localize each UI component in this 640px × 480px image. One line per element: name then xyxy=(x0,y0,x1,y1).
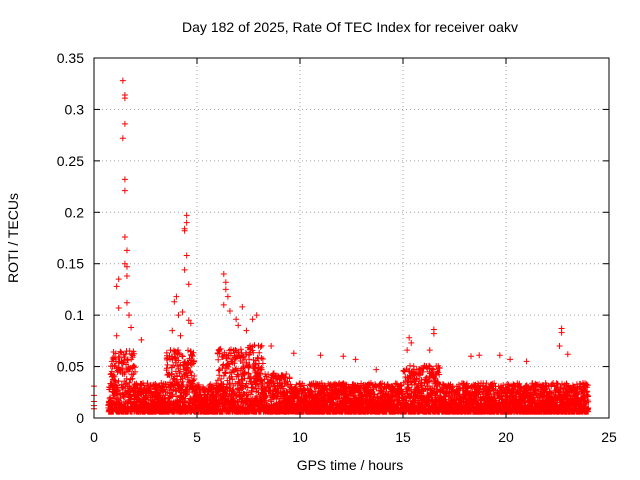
data-point xyxy=(115,304,122,311)
data-point xyxy=(121,187,128,194)
data-point xyxy=(126,312,133,319)
x-tick-label: 5 xyxy=(193,429,201,445)
data-point xyxy=(123,247,130,254)
data-point xyxy=(249,316,256,323)
data-point xyxy=(119,77,126,84)
data-point xyxy=(222,286,229,293)
y-tick-label: 0.15 xyxy=(57,256,84,272)
data-point xyxy=(183,219,190,226)
data-point xyxy=(183,252,190,259)
data-point xyxy=(115,276,122,283)
data-point xyxy=(173,293,180,300)
data-point xyxy=(123,263,130,270)
data-point xyxy=(564,351,571,358)
data-point xyxy=(239,303,246,310)
data-point xyxy=(185,317,192,324)
data-point xyxy=(476,352,483,359)
data-points xyxy=(91,77,571,412)
data-point xyxy=(467,353,474,360)
dense-marker-band xyxy=(105,342,592,415)
data-point xyxy=(290,350,297,357)
data-point xyxy=(406,334,413,341)
dense-data-band xyxy=(105,342,592,415)
data-point xyxy=(556,343,563,349)
data-point xyxy=(408,339,415,346)
data-point xyxy=(187,320,194,327)
y-tick-label: 0.1 xyxy=(65,307,85,323)
data-point xyxy=(175,312,182,319)
data-point xyxy=(121,176,128,183)
y-tick-label: 0.3 xyxy=(65,101,85,117)
data-point xyxy=(123,273,130,280)
data-point xyxy=(220,301,227,308)
data-point xyxy=(113,332,120,339)
data-point xyxy=(171,298,178,305)
y-tick-label: 0.05 xyxy=(57,359,84,375)
data-point xyxy=(181,227,188,234)
x-tick-label: 10 xyxy=(292,429,308,445)
data-point xyxy=(430,330,437,337)
data-point xyxy=(169,327,176,334)
data-point xyxy=(426,347,433,354)
data-point xyxy=(268,343,275,349)
data-point xyxy=(404,347,411,354)
data-point xyxy=(181,266,188,273)
data-point xyxy=(138,336,145,343)
data-point xyxy=(496,352,503,359)
data-point xyxy=(222,279,229,286)
data-point xyxy=(373,366,380,373)
data-point xyxy=(185,281,192,288)
data-point xyxy=(183,212,190,219)
y-tick-label: 0.25 xyxy=(57,153,84,169)
plot-frame xyxy=(93,57,610,419)
data-point xyxy=(224,293,231,300)
y-tick-label: 0.2 xyxy=(65,204,85,220)
x-tick-label: 0 xyxy=(90,429,98,445)
data-point xyxy=(233,316,240,323)
data-point xyxy=(523,358,530,365)
data-point xyxy=(121,233,128,240)
data-point xyxy=(179,309,186,316)
y-tick-label: 0.35 xyxy=(57,50,84,66)
data-point xyxy=(177,332,184,339)
y-tick-label: 0 xyxy=(76,410,84,426)
axis-ticks: 0 5 10 15 20 25 0 0.05 0.1 0.15 0.2 0.25 0.3 0.35 xyxy=(57,50,617,445)
data-point xyxy=(507,356,514,363)
data-point xyxy=(340,353,347,360)
data-point xyxy=(352,356,359,363)
data-point xyxy=(123,299,130,306)
data-point xyxy=(121,95,128,102)
data-point xyxy=(121,120,128,127)
data-point xyxy=(558,329,565,336)
grid-lines xyxy=(94,58,609,418)
data-point xyxy=(235,322,242,329)
data-point xyxy=(119,135,126,142)
data-point xyxy=(253,312,260,319)
data-point xyxy=(317,352,324,359)
data-point xyxy=(220,271,227,277)
chart-title: Day 182 of 2025, Rate Of TEC Index for r… xyxy=(182,19,518,35)
x-axis-label: GPS time / hours xyxy=(297,457,404,473)
data-point xyxy=(113,283,120,290)
x-tick-label: 15 xyxy=(395,429,411,445)
data-point xyxy=(226,308,233,315)
x-tick-label: 20 xyxy=(498,429,514,445)
x-tick-label: 25 xyxy=(601,429,617,445)
data-point xyxy=(121,260,128,267)
data-point xyxy=(128,324,135,331)
data-point xyxy=(243,327,250,334)
y-axis-label: ROTI / TECUs xyxy=(5,193,21,283)
